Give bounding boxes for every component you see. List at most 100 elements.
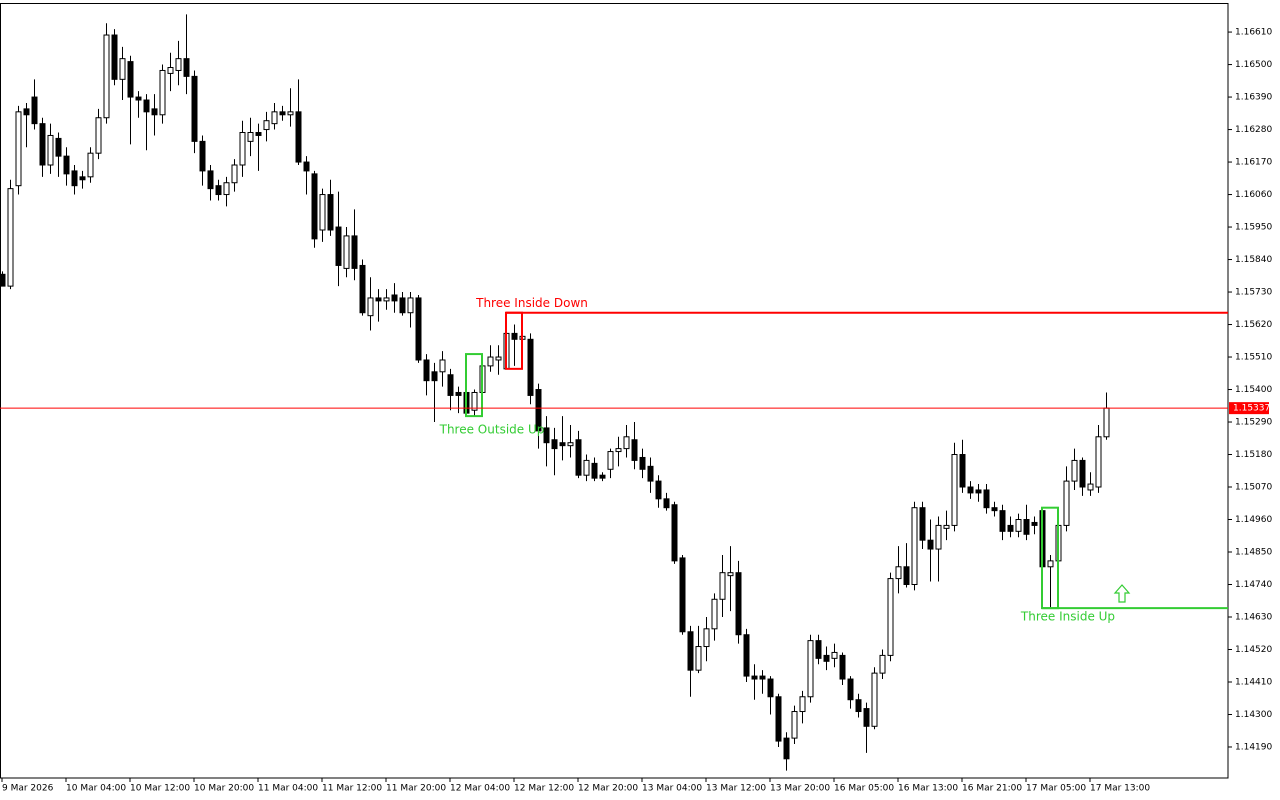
y-tick-label: 1.14630 [1235,612,1272,622]
y-tick-label: 1.16500 [1235,60,1272,70]
y-tick-label: 1.16060 [1235,190,1272,200]
candle-body [631,439,638,461]
candle-body [967,486,974,494]
candle-body [527,338,534,396]
candle-body [359,264,366,314]
candle-body [1095,436,1102,488]
y-tick-label: 1.15070 [1235,483,1272,493]
candle-body [623,436,630,450]
y-tick-label: 1.14960 [1235,515,1272,525]
y-tick-label: 1.14740 [1235,580,1272,590]
candle-body [103,34,110,119]
x-tick-label: 12 Mar 04:00 [450,784,510,794]
candle-body [879,654,886,674]
candle-body [455,391,462,396]
y-tick-label: 1.14190 [1235,742,1272,752]
candle-body [39,123,46,166]
candle-body [447,374,454,396]
x-tick-label: 13 Mar 04:00 [642,784,702,794]
candle-body [63,155,70,175]
candle-body [135,96,142,101]
candle-body [1047,560,1054,568]
candle-body [591,462,598,479]
candle-body [415,297,422,361]
candle-body [863,708,870,727]
candle-body [751,675,758,680]
candle-body [735,572,742,636]
candle-body [959,454,966,488]
candle-body [215,185,222,196]
candle-body [951,454,958,526]
candle-body [223,182,230,196]
candle-body [343,235,350,269]
candle-body [535,389,542,432]
candle-body [127,61,134,98]
candle-body [823,654,830,662]
candle-body [935,524,942,550]
candle-body [319,194,326,231]
candle-body [855,699,862,713]
candle-body [71,170,78,187]
candle-body [575,439,582,476]
candle-body [703,628,710,648]
candle-body [847,678,854,701]
candle-body [895,566,902,580]
candle-body [1007,524,1014,532]
candle-body [231,164,238,184]
candle-body [583,459,590,476]
candle-body [47,134,54,166]
plot-frame [0,3,1229,779]
candle-body [287,111,294,116]
candle-body [79,176,86,181]
pattern-box [465,353,483,418]
y-tick-label: 1.15840 [1235,255,1272,265]
candle-body [671,504,678,562]
candle-body [943,524,950,529]
candle-body [1063,480,1070,526]
candle-body [167,67,174,74]
candle-body [599,474,606,479]
candle-body [55,137,62,157]
candle-body [295,111,302,163]
candle-body [839,654,846,680]
candle-body [543,427,550,444]
candle-body [335,226,342,266]
y-tick-label: 1.15510 [1235,353,1272,363]
candle-body [991,507,998,512]
pattern-label: Three Inside Up [1020,610,1115,624]
candle-body [807,640,814,698]
candle-body [1031,521,1038,526]
candle-body [95,117,102,154]
candle-body [767,678,774,698]
candle-body [1079,459,1086,488]
x-tick-label: 17 Mar 05:00 [1026,784,1086,794]
candle-body [711,598,718,630]
y-tick-label: 1.15730 [1235,288,1272,298]
y-tick-label: 1.15180 [1235,450,1272,460]
x-tick-label: 16 Mar 21:00 [962,784,1022,794]
y-tick-label: 1.14300 [1235,710,1272,720]
candle-body [1071,459,1078,482]
candle-body [279,111,286,116]
candle-body [375,297,382,302]
candle-body [151,108,158,116]
y-tick-label: 1.16170 [1235,158,1272,168]
candle-body [31,96,38,125]
candle-body [391,294,398,302]
candle-body [511,332,518,340]
candle-body [919,507,926,541]
pattern-label: Three Outside Up [439,423,545,437]
x-tick-label: 10 Mar 12:00 [130,784,190,794]
candle-body [1103,407,1110,438]
candle-body [559,442,566,447]
candle-body [87,152,94,178]
candle-body [431,371,438,382]
buy-arrow [1113,584,1131,603]
pattern-label: Three Inside Down [475,296,588,310]
candle-body [471,391,478,411]
candle-body [191,75,198,142]
candle-body [999,510,1006,532]
y-tick-label: 1.16280 [1235,125,1272,135]
y-tick-label: 1.15400 [1235,385,1272,395]
y-tick-label: 1.16610 [1235,28,1272,38]
